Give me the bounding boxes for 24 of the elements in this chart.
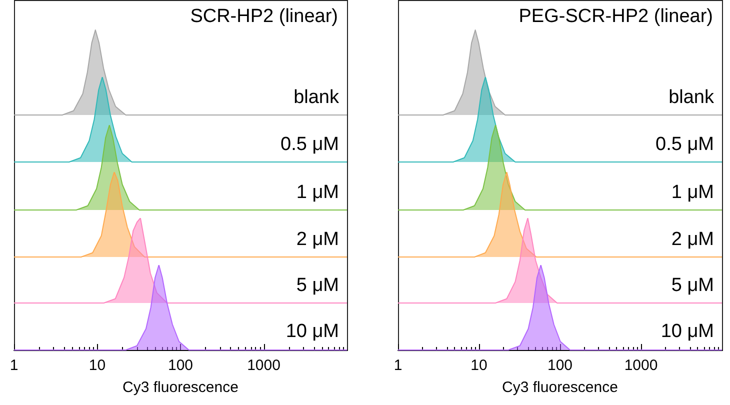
- x-tick-label: 1000: [624, 357, 658, 374]
- x-tick-label: 1: [394, 357, 402, 374]
- x-axis-title: Cy3 fluorescence: [502, 379, 618, 396]
- series-label: 0.5 μM: [656, 134, 714, 155]
- series-label: blank: [668, 87, 714, 108]
- x-tick-label: 10: [470, 357, 488, 374]
- x-tick-label: 10: [88, 357, 106, 374]
- series-label: 10 μM: [660, 321, 714, 342]
- series-label: 2 μM: [671, 229, 714, 250]
- x-tick-label: 100: [168, 357, 194, 374]
- series-label: 2 μM: [296, 229, 340, 250]
- series-label: 1 μM: [296, 182, 340, 203]
- chart-title: PEG-SCR-HP2 (linear): [518, 6, 714, 27]
- series-label: 5 μM: [296, 275, 340, 296]
- chart-title: SCR-HP2 (linear): [190, 6, 338, 27]
- series-label: 0.5 μM: [280, 134, 340, 155]
- x-tick-label: 100: [547, 357, 573, 374]
- x-tick-label: 1000: [247, 357, 280, 374]
- series-label: 5 μM: [671, 275, 714, 296]
- series-label: 1 μM: [671, 182, 714, 203]
- series-label: 10 μM: [286, 321, 339, 342]
- series-label: blank: [294, 87, 340, 108]
- x-tick-label: 1: [10, 357, 18, 374]
- x-axis-title: Cy3 fluorescence: [122, 379, 238, 396]
